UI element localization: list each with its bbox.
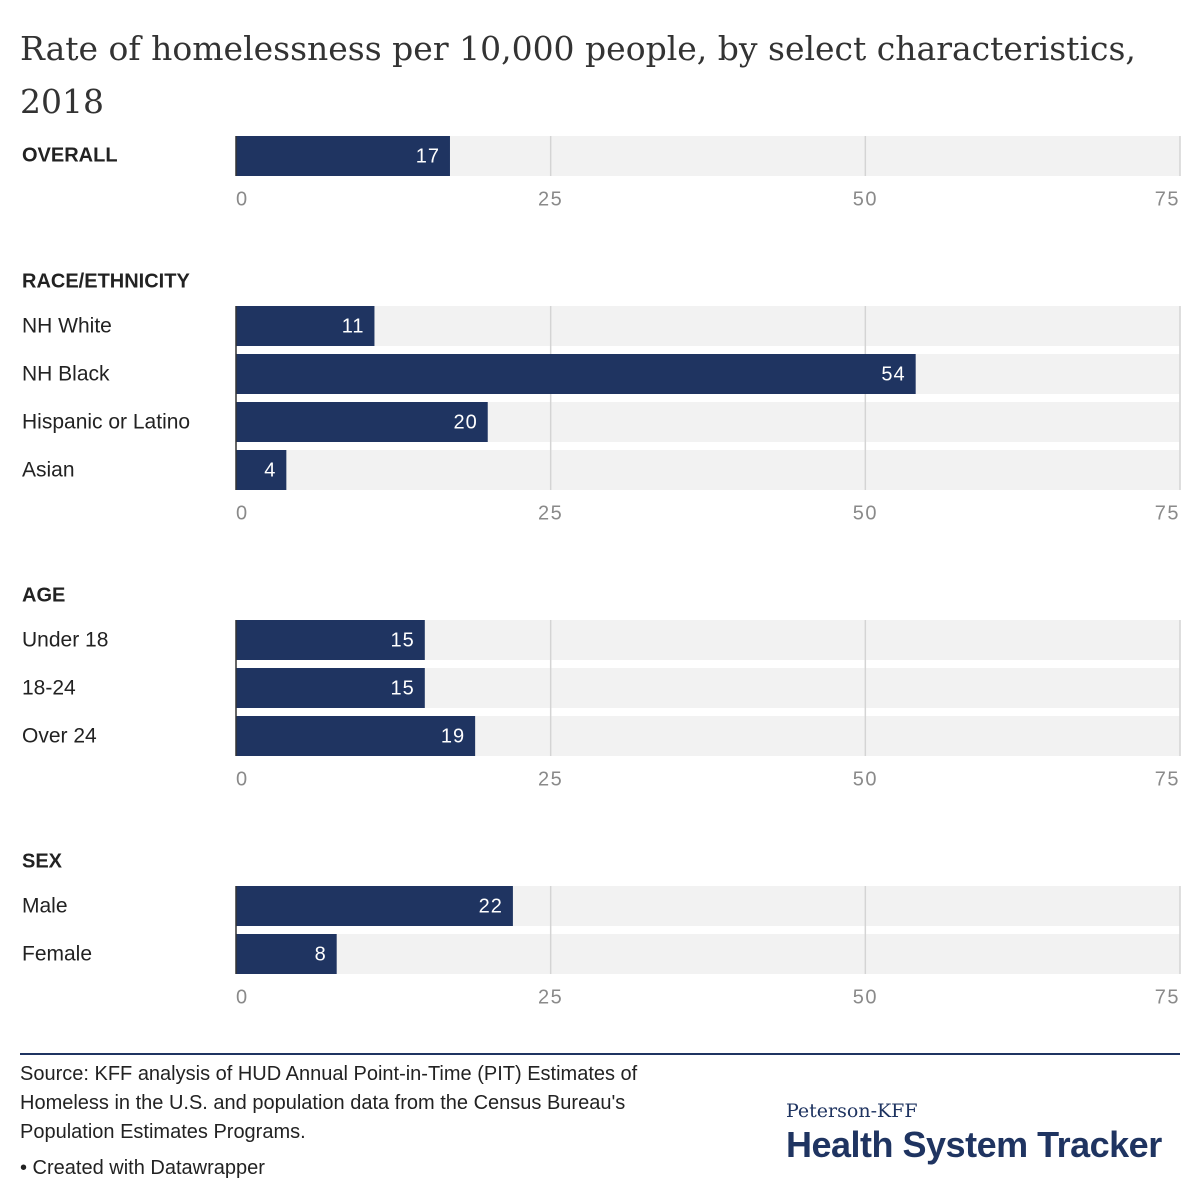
group-header: RACE/ETHNICITY (22, 270, 190, 292)
category-label: NH White (22, 315, 112, 338)
group-header: OVERALL (22, 144, 118, 166)
x-tick-label: 0 (236, 768, 249, 790)
category-label: Female (22, 943, 92, 966)
x-tick-label: 75 (1155, 502, 1180, 524)
x-tick-label: 50 (853, 188, 878, 210)
x-tick-label: 50 (853, 768, 878, 790)
bar (236, 716, 476, 756)
data-label: 20 (453, 411, 477, 433)
group-header: SEX (22, 850, 63, 872)
data-label: 19 (441, 725, 465, 747)
bar (236, 402, 488, 442)
bar (236, 934, 337, 974)
bar-track (236, 450, 1180, 490)
bar-track (236, 934, 1180, 974)
datawrapper-credit: • Created with Datawrapper (20, 1157, 265, 1179)
bar (236, 668, 425, 708)
category-label: Under 18 (22, 629, 108, 652)
category-label: Male (22, 895, 68, 918)
category-label: Hispanic or Latino (22, 411, 190, 434)
x-tick-label: 0 (236, 188, 249, 210)
data-label: 11 (342, 315, 365, 337)
data-label: 17 (416, 145, 440, 167)
data-label: 4 (264, 459, 276, 481)
footer-divider (20, 1053, 1180, 1055)
x-tick-label: 75 (1155, 986, 1180, 1008)
bar-track (236, 306, 1180, 346)
bar (236, 306, 375, 346)
data-label: 8 (315, 943, 327, 965)
x-tick-label: 75 (1155, 768, 1180, 790)
source-note: Source: KFF analysis of HUD Annual Point… (20, 1063, 638, 1143)
category-label: 18-24 (22, 677, 76, 700)
bar (236, 354, 916, 394)
data-label: 54 (881, 363, 905, 385)
x-tick-label: 25 (538, 188, 563, 210)
x-tick-label: 75 (1155, 188, 1180, 210)
data-label: 22 (479, 895, 503, 917)
x-tick-label: 25 (538, 768, 563, 790)
chart-title: Rate of homelessness per 10,000 people, … (20, 29, 1136, 121)
bar (236, 450, 287, 490)
x-tick-label: 0 (236, 502, 249, 524)
data-label: 15 (391, 677, 415, 699)
category-label: Over 24 (22, 725, 97, 748)
category-label: Asian (22, 459, 75, 482)
x-tick-label: 25 (538, 502, 563, 524)
brand-health-system-tracker: Health System Tracker (786, 1124, 1162, 1165)
x-tick-label: 50 (853, 502, 878, 524)
category-label: NH Black (22, 363, 110, 386)
bar-chart-panels: OVERALL 17 0 25 50 75 RACE/ETHNICITY NH White 11… (22, 136, 1181, 1008)
group-header: AGE (22, 584, 65, 606)
x-tick-label: 50 (853, 986, 878, 1008)
bar (236, 620, 425, 660)
x-tick-label: 0 (236, 986, 249, 1008)
bar (236, 886, 513, 926)
brand-peterson-kff: Peterson-KFF (786, 1100, 918, 1122)
bar (236, 136, 450, 176)
data-label: 15 (391, 629, 415, 651)
x-tick-label: 25 (538, 986, 563, 1008)
